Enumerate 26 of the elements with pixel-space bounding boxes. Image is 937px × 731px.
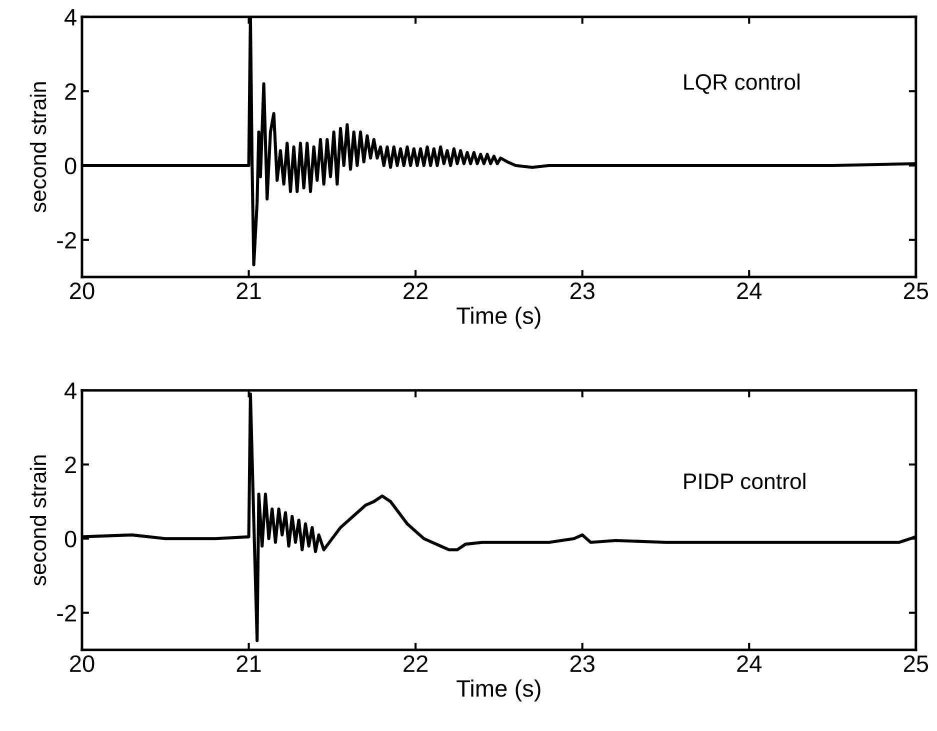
y-tick-label: -2 <box>57 604 76 622</box>
x-tick-label: 20 <box>70 282 94 300</box>
annotation: PIDP control <box>684 472 806 490</box>
x-axis-title: Time (s) <box>456 306 540 329</box>
annotation: LQR control <box>684 74 800 94</box>
x-tick-label: 24 <box>737 655 762 672</box>
x-tick-label: 20 <box>70 655 94 672</box>
y-tick-label: 2 <box>65 456 76 474</box>
y-tick-label: 2 <box>65 83 76 100</box>
y-tick-label: 0 <box>64 530 76 548</box>
y-axis-title: second strain <box>30 455 46 586</box>
x-tick-label: 22 <box>404 655 428 672</box>
x-tick-label: 22 <box>404 282 428 300</box>
x-tick-label: 21 <box>236 655 261 672</box>
x-tick-label: 25 <box>904 655 928 672</box>
y-tick-label: -2 <box>57 232 76 248</box>
x-tick-label: 21 <box>236 282 261 300</box>
x-tick-label: 24 <box>737 282 762 300</box>
x-tick-label: 23 <box>570 655 594 672</box>
y-tick-label: 4 <box>64 382 76 399</box>
x-tick-label: 23 <box>570 282 594 300</box>
x-tick-label: 25 <box>904 282 928 300</box>
y-axis-title: second strain <box>30 82 46 212</box>
y-tick-label: 0 <box>64 158 76 174</box>
x-axis-title: Time (s) <box>456 680 540 702</box>
y-tick-label: 4 <box>64 9 76 26</box>
